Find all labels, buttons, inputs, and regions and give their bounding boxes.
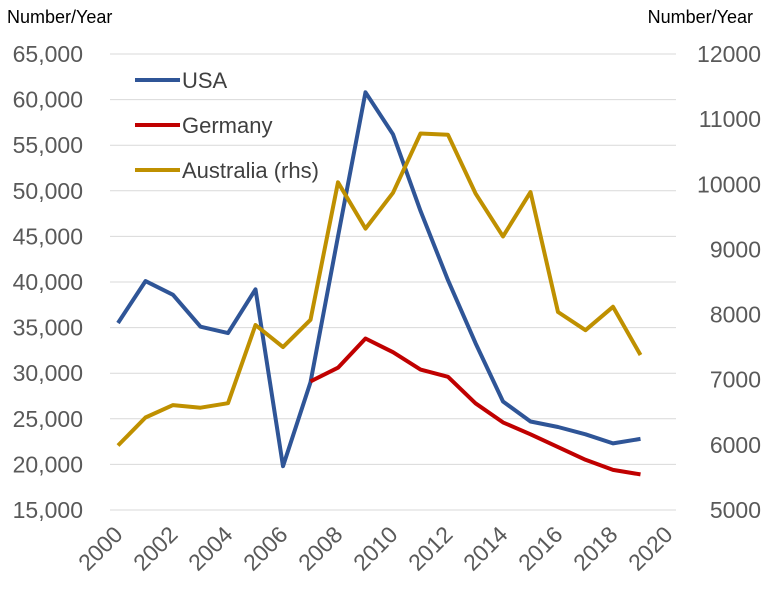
x-tick-label: 2010 [348,521,403,576]
right-tick-label: 8000 [710,302,761,328]
x-tick-label: 2008 [293,521,348,576]
left-tick-label: 55,000 [13,132,83,158]
right-axis-unit: Number/Year [648,7,753,27]
legend-label: USA [182,68,228,93]
left-tick-label: 15,000 [13,497,83,523]
left-axis-ticks: 15,000 20,000 25,000 30,000 35,000 40,000 45,0… [13,41,83,523]
series-line-australia-rhs [116,131,643,447]
left-tick-label: 35,000 [13,315,83,341]
x-tick-label: 2014 [458,521,513,576]
right-tick-label: 12000 [697,41,761,67]
right-axis-ticks: 5000 6000 7000 8000 9000 10000 11000 12000 [697,41,761,523]
left-tick-label: 25,000 [13,406,83,432]
x-tick-label: 2006 [238,521,293,576]
right-tick-label: 7000 [710,367,761,393]
left-tick-label: 40,000 [13,269,83,295]
right-tick-label: 10000 [697,171,761,197]
x-tick-label: 2020 [623,521,678,576]
legend-label: Germany [182,113,272,138]
x-tick-label: 2000 [73,521,128,576]
legend-label: Australia (rhs) [182,158,319,183]
left-axis-unit: Number/Year [7,7,112,27]
legend: USA Germany Australia (rhs) [135,68,319,183]
x-axis-ticks: 2000 2002 2004 2006 2008 2010 2012 2014 2016 2018… [73,521,678,576]
left-tick-label: 65,000 [13,41,83,67]
left-tick-label: 60,000 [13,87,83,113]
x-tick-label: 2012 [403,521,458,576]
left-tick-label: 45,000 [13,223,83,249]
right-tick-label: 11000 [699,106,761,132]
right-tick-label: 9000 [710,236,761,262]
series-lines [116,90,643,477]
right-tick-label: 5000 [710,497,761,523]
series-line-usa [116,90,641,469]
x-tick-label: 2004 [183,521,238,576]
right-tick-label: 6000 [710,432,761,458]
left-tick-label: 50,000 [13,178,83,204]
series-line-germany [309,336,641,477]
x-tick-label: 2002 [128,521,183,576]
x-tick-label: 2018 [568,521,623,576]
x-tick-label: 2016 [513,521,568,576]
left-tick-label: 20,000 [13,451,83,477]
left-tick-label: 30,000 [13,360,83,386]
gridlines [110,53,676,511]
